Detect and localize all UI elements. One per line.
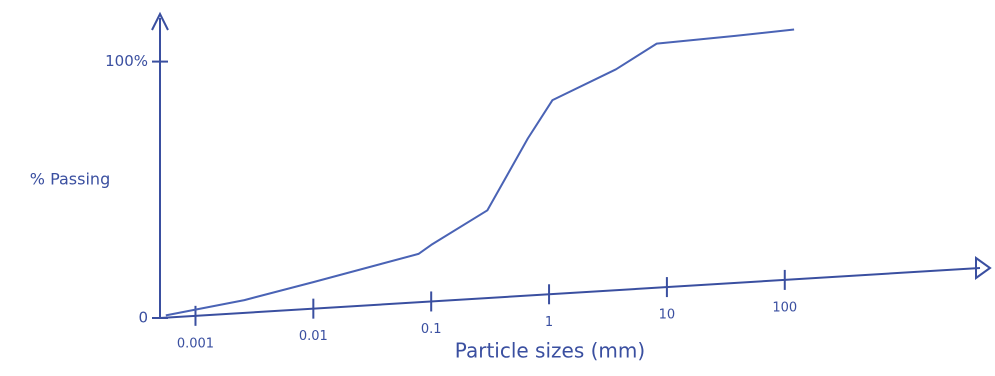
- y-tick-label: 0: [138, 309, 148, 327]
- x-tick-label: 0.01: [299, 329, 328, 344]
- x-tick-label: 10: [659, 308, 676, 323]
- x-tick-label: 100: [772, 300, 797, 315]
- x-axis: [160, 268, 980, 318]
- x-tick-label: 1: [545, 315, 553, 330]
- x-axis-label: Particle sizes (mm): [455, 339, 645, 363]
- chart: Particle sizes (mm) % Passing 0.001 0.01 0…: [0, 0, 995, 376]
- x-tick-label: 0.1: [421, 322, 442, 337]
- y-tick-label: 100%: [105, 52, 148, 70]
- data-line: [166, 30, 794, 316]
- x-tick-label: 0.001: [177, 336, 214, 351]
- y-axis-label: % Passing: [30, 170, 110, 189]
